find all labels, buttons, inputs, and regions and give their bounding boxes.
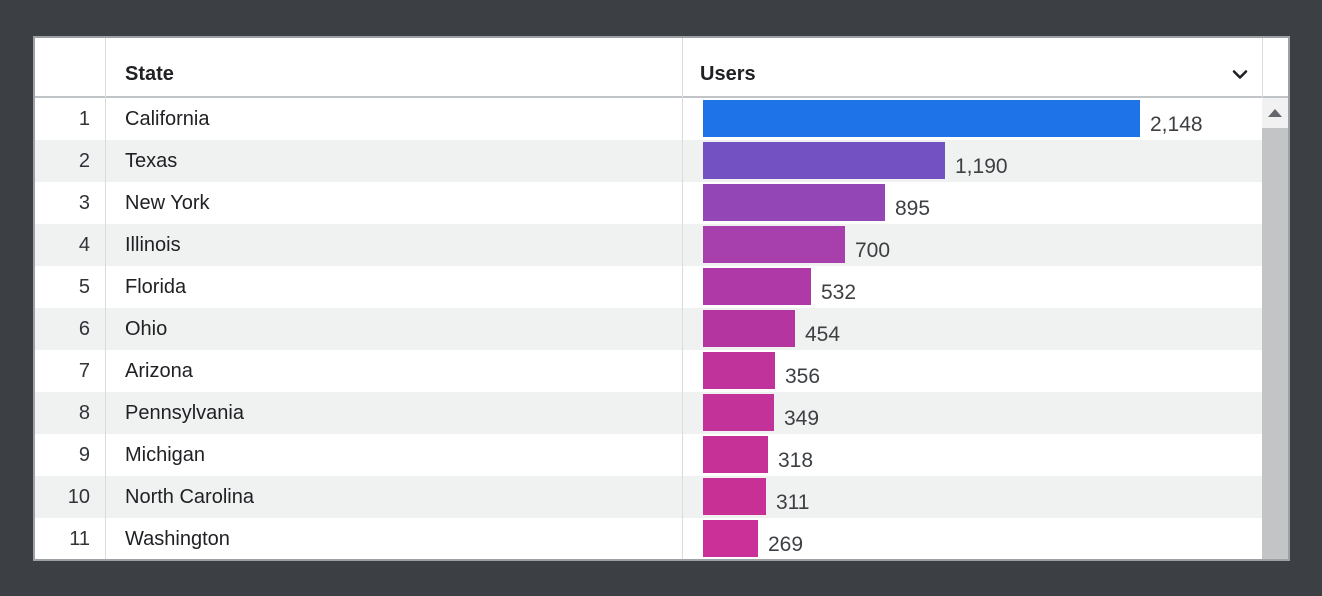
table-row[interactable]: 4 Illinois 700 [35, 224, 1288, 266]
row-users-cell: 311 [682, 476, 1288, 518]
table-row[interactable]: 10 North Carolina 311 [35, 476, 1288, 518]
row-users-cell: 269 [682, 518, 1288, 559]
row-state: Ohio [125, 317, 168, 340]
row-state: Florida [125, 275, 187, 298]
users-bar [703, 520, 758, 557]
row-users-cell: 2,148 [682, 98, 1288, 140]
users-bar [703, 184, 885, 221]
row-state: Arizona [125, 359, 193, 382]
scrollbar-track[interactable] [1262, 98, 1288, 559]
table-row[interactable]: 2 Texas 1,190 [35, 140, 1288, 182]
row-users-cell: 895 [682, 182, 1288, 224]
users-bar [703, 100, 1140, 137]
row-users-cell: 532 [682, 266, 1288, 308]
row-rank: 3 [78, 191, 90, 214]
table-row[interactable]: 8 Pennsylvania 349 [35, 392, 1288, 434]
users-value: 454 [805, 323, 841, 346]
state-column-divider [682, 38, 683, 559]
table-row[interactable]: 5 Florida 532 [35, 266, 1288, 308]
table-row[interactable]: 6 Ohio 454 [35, 308, 1288, 350]
row-state: Michigan [125, 443, 206, 466]
scrollbar-thumb[interactable] [1262, 128, 1288, 559]
row-users-cell: 454 [682, 308, 1288, 350]
row-users-cell: 318 [682, 434, 1288, 476]
users-value: 532 [821, 281, 857, 304]
row-rank: 9 [78, 443, 90, 466]
users-bar [703, 436, 768, 473]
row-users-cell: 356 [682, 350, 1288, 392]
users-value: 311 [776, 491, 810, 514]
chevron-down-icon [1232, 70, 1248, 79]
users-bar [703, 352, 775, 389]
row-rank: 5 [78, 275, 90, 298]
table-row[interactable]: 1 California 2,148 [35, 98, 1288, 140]
row-rank: 1 [78, 107, 90, 130]
row-rank: 4 [78, 233, 90, 256]
table-row[interactable]: 9 Michigan 318 [35, 434, 1288, 476]
row-state: New York [125, 191, 210, 214]
triangle-up-icon [1268, 109, 1282, 117]
users-bar [703, 310, 795, 347]
row-users-cell: 1,190 [682, 140, 1288, 182]
users-value: 349 [784, 407, 820, 430]
table-header: State Users [35, 38, 1288, 98]
row-rank: 7 [78, 359, 90, 382]
table-row[interactable]: 7 Arizona 356 [35, 350, 1288, 392]
column-header-users[interactable]: Users [700, 62, 756, 85]
row-state: California [125, 107, 210, 130]
row-users-cell: 349 [682, 392, 1288, 434]
column-header-state[interactable]: State [125, 62, 174, 85]
row-rank: 2 [78, 149, 90, 172]
users-bar [703, 268, 811, 305]
sort-menu-button[interactable] [1228, 38, 1252, 96]
row-rank: 10 [67, 485, 90, 508]
row-state: North Carolina [125, 485, 254, 508]
table-row[interactable]: 11 Washington 269 [35, 518, 1288, 559]
row-rank: 11 [69, 527, 90, 550]
state-users-table-card: State Users 1 California 2,148 2 Texas 1… [33, 36, 1290, 561]
row-state: Washington [125, 527, 230, 550]
users-value: 1,190 [955, 155, 1008, 178]
row-state: Illinois [125, 233, 181, 256]
table-body: 1 California 2,148 2 Texas 1,190 3 New Y… [35, 98, 1288, 559]
users-value: 895 [895, 197, 931, 220]
users-value: 2,148 [1150, 113, 1203, 136]
users-bar [703, 226, 845, 263]
table-row[interactable]: 3 New York 895 [35, 182, 1288, 224]
scrollbar-up-button[interactable] [1262, 98, 1288, 128]
rank-column-divider [105, 38, 106, 559]
users-value: 700 [855, 239, 891, 262]
row-state: Pennsylvania [125, 401, 244, 424]
row-state: Texas [125, 149, 178, 172]
users-bar [703, 394, 774, 431]
users-bar [703, 478, 766, 515]
users-value: 269 [768, 533, 804, 556]
users-value: 318 [778, 449, 814, 472]
row-rank: 8 [78, 401, 90, 424]
row-users-cell: 700 [682, 224, 1288, 266]
users-value: 356 [785, 365, 821, 388]
row-rank: 6 [78, 317, 90, 340]
users-bar [703, 142, 945, 179]
